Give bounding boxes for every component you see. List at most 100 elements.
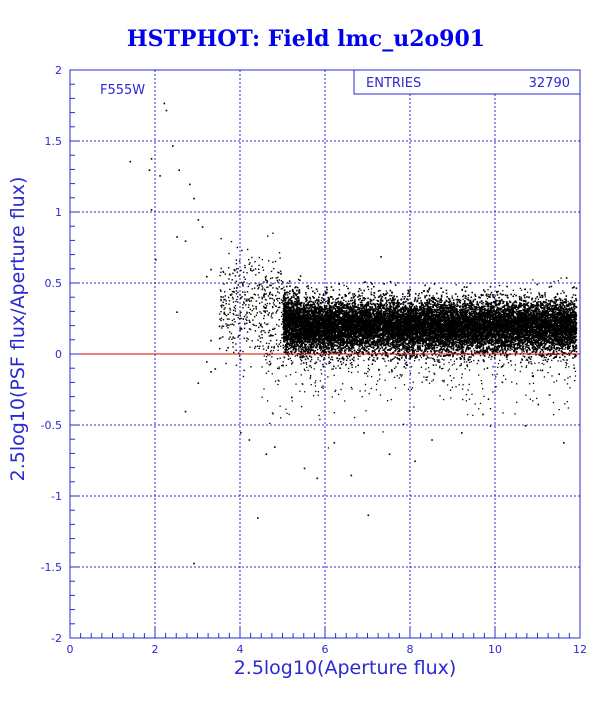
data-point [500,298,503,301]
data-point [312,345,314,348]
data-point [289,342,292,345]
data-point [313,351,315,353]
data-point [474,293,476,296]
data-point [407,315,410,317]
data-point [550,299,553,302]
data-point [575,350,578,353]
data-point [469,299,472,302]
data-point [551,321,553,324]
data-point [553,347,556,350]
data-point [437,313,440,316]
data-point [409,334,412,336]
data-point [411,304,414,307]
data-point [543,340,546,343]
data-point [539,321,542,324]
data-point [367,340,370,342]
data-point [396,341,399,344]
data-point [404,308,407,310]
data-point [531,305,533,308]
data-point [359,313,361,316]
data-point [374,316,376,319]
data-point [545,328,548,330]
data-point [497,348,500,351]
data-point [493,346,496,349]
data-point [326,308,328,310]
data-point [551,310,554,313]
data-point [315,322,317,324]
data-point [459,299,462,302]
data-point [449,312,452,314]
data-point [485,335,487,338]
data-point [421,325,424,327]
data-point [459,339,461,342]
data-point [448,300,451,303]
data-point [384,352,387,354]
data-point [412,321,415,323]
data-point [360,303,363,306]
data-point [442,355,445,357]
data-point [534,343,537,346]
data-point [317,305,320,307]
data-point [361,344,363,347]
data-point [303,302,305,305]
data-point [537,305,540,307]
data-point [539,305,542,307]
data-point [517,339,519,342]
data-point [442,291,444,293]
data-point [404,342,407,344]
data-point [338,339,341,341]
data-point [528,330,530,333]
data-point [494,314,497,316]
data-point [385,326,388,329]
data-point [534,304,537,307]
data-point [419,342,422,345]
data-point [529,311,532,313]
data-point [523,308,526,311]
data-point [386,351,388,354]
data-point [428,308,430,310]
data-point [351,313,353,315]
data-point [396,320,398,322]
data-point [517,330,520,333]
data-point [538,321,540,324]
data-point [446,312,448,315]
data-point [330,314,333,317]
data-point [563,291,565,294]
data-point [491,311,494,314]
data-point [557,309,560,311]
data-point [479,350,481,353]
data-point [334,317,336,320]
data-point [343,304,346,306]
data-point [287,299,290,302]
data-point [557,316,560,318]
data-point [455,345,457,348]
data-point [533,348,535,351]
data-point [312,332,315,334]
data-point [294,314,297,316]
data-point [518,342,521,345]
data-point [342,310,345,313]
data-point [516,348,519,350]
data-point [289,290,291,293]
data-point [477,308,479,311]
data-point [554,296,557,298]
data-point [363,312,365,314]
data-point [414,309,417,312]
data-point [552,349,555,352]
data-point [512,346,515,349]
data-point [483,335,486,338]
data-point [370,346,373,349]
data-point [431,354,434,356]
data-point [455,338,458,341]
data-point [574,319,577,321]
data-point [549,334,551,337]
data-point [378,349,381,352]
data-point [499,340,502,342]
data-point [350,297,353,299]
data-point [321,323,324,326]
data-point [302,362,305,364]
data-point [502,302,504,305]
data-point [551,316,553,319]
data-point [395,349,397,351]
